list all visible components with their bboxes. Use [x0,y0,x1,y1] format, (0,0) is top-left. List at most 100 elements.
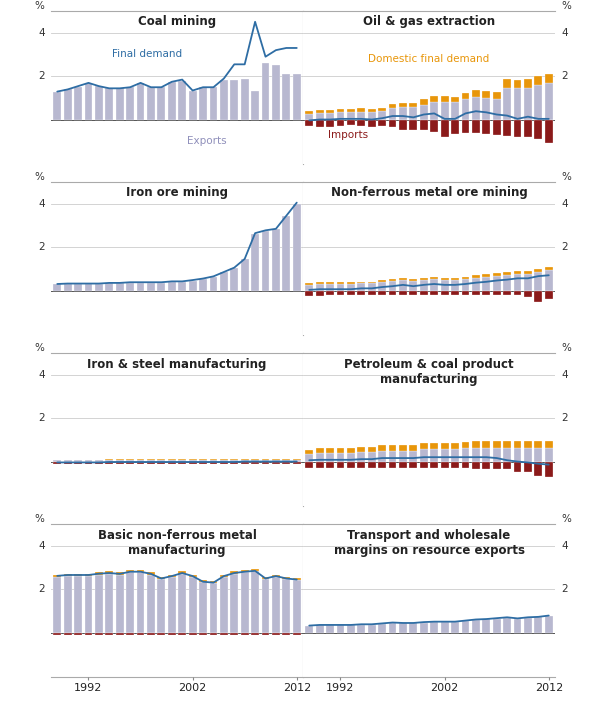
Bar [503,291,511,295]
Bar [524,441,532,449]
Bar [451,444,459,449]
Bar [64,576,71,633]
Bar [64,462,71,465]
Bar [472,441,480,449]
Bar [482,98,490,120]
Text: %: % [562,1,571,11]
Bar [116,574,124,633]
Bar [337,120,344,126]
Bar [53,462,61,465]
Bar [95,572,103,574]
Bar [472,462,480,469]
Bar [337,113,344,120]
Bar [199,87,207,120]
Bar [451,462,459,468]
Bar [389,462,397,468]
Bar [482,274,490,277]
Bar [85,460,92,462]
Bar [293,462,301,465]
Bar [85,284,92,291]
Bar [251,460,259,462]
Bar [472,120,480,133]
Bar [524,462,532,473]
Bar [209,87,217,120]
Bar [272,460,280,462]
Bar [503,120,511,136]
Bar [293,633,301,635]
Bar [262,460,269,462]
Bar [189,460,197,462]
Bar [337,462,344,468]
Bar [283,633,290,635]
Bar [137,633,145,635]
Text: Basic non-ferrous metal
manufacturing: Basic non-ferrous metal manufacturing [98,529,256,557]
Bar [209,581,217,583]
Bar [305,114,313,120]
Text: Transport and wholesale
margins on resource exports: Transport and wholesale margins on resou… [334,529,524,557]
Bar [368,120,376,127]
Bar [524,88,532,120]
Bar [524,271,532,274]
Bar [230,462,238,465]
Text: %: % [35,343,45,353]
Bar [230,574,238,633]
Text: %: % [562,514,571,524]
Bar [461,120,469,133]
Bar [64,284,71,291]
Bar [493,273,500,276]
Bar [514,291,521,295]
Bar [106,460,113,462]
Text: %: % [35,172,45,182]
Bar [106,459,113,460]
Bar [472,97,480,120]
Bar [316,113,323,120]
Bar [420,280,428,291]
Bar [64,633,71,635]
Bar [85,574,92,576]
Bar [116,283,124,291]
Bar [74,576,82,633]
Bar [189,280,197,291]
Bar [503,449,511,462]
Bar [347,284,355,291]
Bar [157,460,165,462]
Bar [409,102,417,107]
Bar [293,460,301,462]
Bar [389,291,397,295]
Bar [220,576,228,633]
Bar [157,576,165,579]
Bar [178,633,186,635]
Bar [524,449,532,462]
Text: 4: 4 [562,370,568,380]
Bar [399,462,407,468]
Bar [441,96,449,102]
Bar [106,574,113,633]
Bar [106,462,113,465]
Bar [126,282,134,291]
Bar [545,74,553,83]
Bar [535,449,542,462]
Bar [137,460,145,462]
Bar [358,452,365,462]
Bar [389,120,397,127]
Bar [482,277,490,291]
Bar [293,74,301,120]
Bar [347,625,355,633]
Bar [409,624,417,633]
Bar [168,460,176,462]
Bar [53,91,61,120]
Bar [316,291,323,295]
Bar [230,80,238,120]
Bar [368,291,376,295]
Bar [347,109,355,113]
Bar [389,451,397,462]
Bar [251,459,259,460]
Bar [535,617,542,633]
Bar [451,622,459,633]
Bar [347,449,355,453]
Bar [116,633,124,635]
Bar [503,618,511,633]
Bar [168,459,176,460]
Bar [409,451,417,462]
Bar [420,277,428,280]
